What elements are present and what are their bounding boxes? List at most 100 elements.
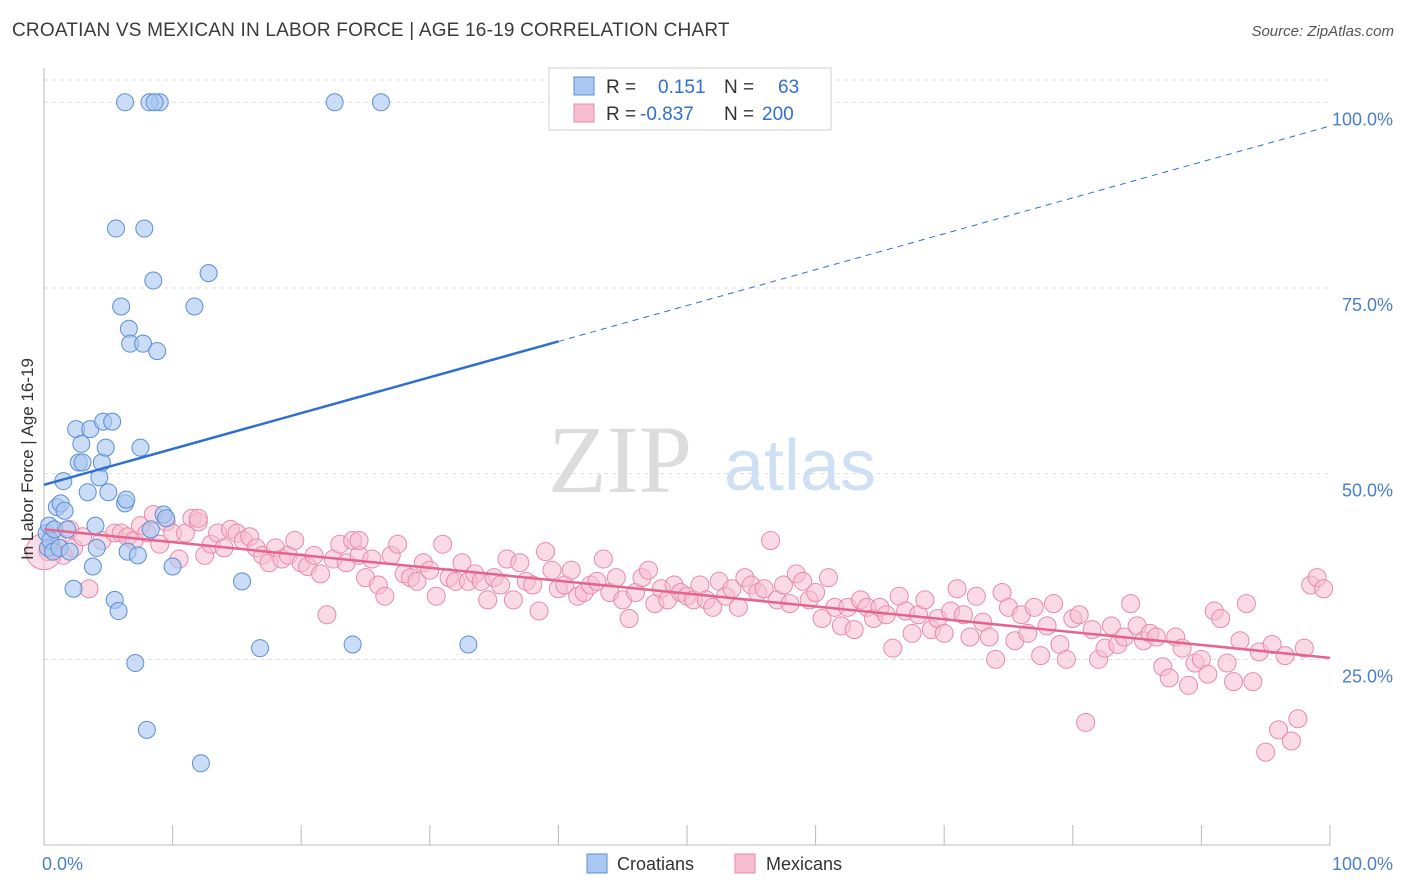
mexican-point-194 [1294, 638, 1314, 658]
croatian-point-60 [343, 635, 362, 654]
mexican-point-198 [188, 508, 208, 528]
croatian-point-56 [116, 93, 135, 112]
mexican-point-75 [529, 601, 549, 621]
croatian-point-26 [96, 438, 115, 457]
croatian-point-12 [60, 542, 79, 561]
mexican-point-51 [375, 586, 395, 606]
croatian-point-10 [55, 501, 74, 520]
legend-n-value-mexicans: 200 [762, 104, 794, 125]
croatian-point-30 [107, 219, 126, 238]
croatian-point-43 [137, 720, 156, 739]
mexican-point-191 [1275, 646, 1295, 666]
x-tick-label-0: 0.0% [42, 854, 83, 874]
y-tick-label-0: 25.0% [1342, 666, 1393, 686]
croatian-point-32 [112, 297, 131, 316]
mexican-point-186 [1243, 672, 1263, 692]
bottom-legend: Croatians Mexicans [586, 853, 842, 874]
mexican-point-167 [1121, 594, 1141, 614]
mexican-point-155 [1044, 594, 1064, 614]
watermark-atlas: atlas [724, 426, 876, 506]
legend-swatch-croatians [573, 76, 595, 96]
croatian-point-34 [117, 490, 136, 509]
mexican-point-76 [536, 542, 556, 562]
chart-title: CROATIAN VS MEXICAN IN LABOR FORCE | AGE… [12, 20, 730, 41]
grid-lines [44, 79, 1330, 660]
mexican-point-77 [542, 560, 562, 580]
legend-n-label-croatians: N = [724, 77, 754, 98]
mexican-point-74 [523, 575, 543, 595]
bottom-legend-swatch-croatians [586, 853, 608, 874]
mexican-point-141 [953, 605, 973, 625]
mexican-point-106 [728, 597, 748, 617]
mexican-point-193 [1288, 709, 1308, 729]
croatian-point-27 [99, 483, 118, 502]
watermark-zip: ZIP [548, 406, 692, 513]
mexican-point-120 [818, 568, 838, 588]
mexican-point-119 [812, 608, 832, 628]
mexican-points [25, 504, 1334, 762]
legend-r-value-mexicans: -0.837 [640, 104, 694, 125]
croatian-point-13 [64, 579, 83, 598]
mexican-point-87 [606, 568, 626, 588]
mexican-point-130 [883, 638, 903, 658]
mexican-trend-line [43, 528, 1331, 660]
y-tick-label-1: 50.0% [1342, 481, 1393, 501]
croatian-point-16 [72, 434, 91, 453]
mexican-point-102 [703, 597, 723, 617]
croatian-point-58 [145, 93, 164, 112]
legend-r-label-mexicans: R = [606, 104, 636, 125]
mexican-point-145 [979, 627, 999, 647]
mexican-point-160 [1076, 712, 1096, 732]
mexican-point-182 [1217, 653, 1237, 673]
mexican-point-113 [773, 575, 793, 595]
croatian-point-40 [131, 438, 150, 457]
mexican-point-143 [966, 586, 986, 606]
croatian-point-49 [157, 509, 176, 528]
mexican-point-49 [362, 549, 382, 569]
croatian-point-20 [83, 557, 102, 576]
mexican-point-189 [1262, 634, 1282, 654]
mexican-point-192 [1281, 731, 1301, 751]
croatian-point-55 [251, 639, 270, 658]
croatian-point-31 [109, 602, 128, 621]
mexican-point-92 [638, 560, 658, 580]
mexican-point-185 [1236, 594, 1256, 614]
mexican-point-60 [433, 534, 453, 554]
croatian-point-41 [134, 334, 153, 353]
mexican-point-197 [1314, 579, 1334, 599]
croatian-point-22 [87, 538, 106, 557]
croatian-point-46 [148, 342, 167, 361]
mexican-point-173 [1159, 668, 1179, 688]
croatian-point-59 [325, 93, 344, 112]
croatian-point-18 [78, 483, 97, 502]
croatian-point-21 [86, 516, 105, 535]
croatian-point-17 [73, 453, 92, 472]
mexican-point-59 [426, 586, 446, 606]
legend-r-label-croatians: R = [606, 77, 636, 98]
mexican-point-42 [317, 605, 337, 625]
croatian-points [37, 93, 478, 773]
croatian-trend-dashed [558, 125, 1331, 342]
source-label: Source: ZipAtlas.com [1251, 23, 1394, 40]
croatian-point-11 [58, 520, 77, 539]
mexican-point-53 [388, 534, 408, 554]
y-axis-label: In Labor Force | Age 16-19 [18, 358, 37, 560]
croatian-point-39 [128, 546, 147, 565]
mexican-point-41 [310, 564, 330, 584]
croatian-point-61 [371, 93, 390, 112]
croatian-trend-line [43, 340, 559, 486]
croatian-point-44 [141, 520, 160, 539]
mexican-point-71 [503, 590, 523, 610]
mexican-point-56 [407, 571, 427, 591]
y-tick-label-3: 100.0% [1332, 109, 1393, 129]
mexican-point-7 [79, 579, 99, 599]
mexican-point-146 [986, 649, 1006, 669]
mexican-point-199 [349, 530, 369, 550]
croatian-point-62 [459, 635, 478, 654]
mexican-point-67 [478, 590, 498, 610]
mexican-point-157 [1056, 649, 1076, 669]
mexican-point-142 [960, 627, 980, 647]
mexican-point-188 [1256, 742, 1276, 762]
legend-n-value-croatians: 63 [778, 77, 799, 98]
mexican-point-111 [761, 530, 781, 550]
